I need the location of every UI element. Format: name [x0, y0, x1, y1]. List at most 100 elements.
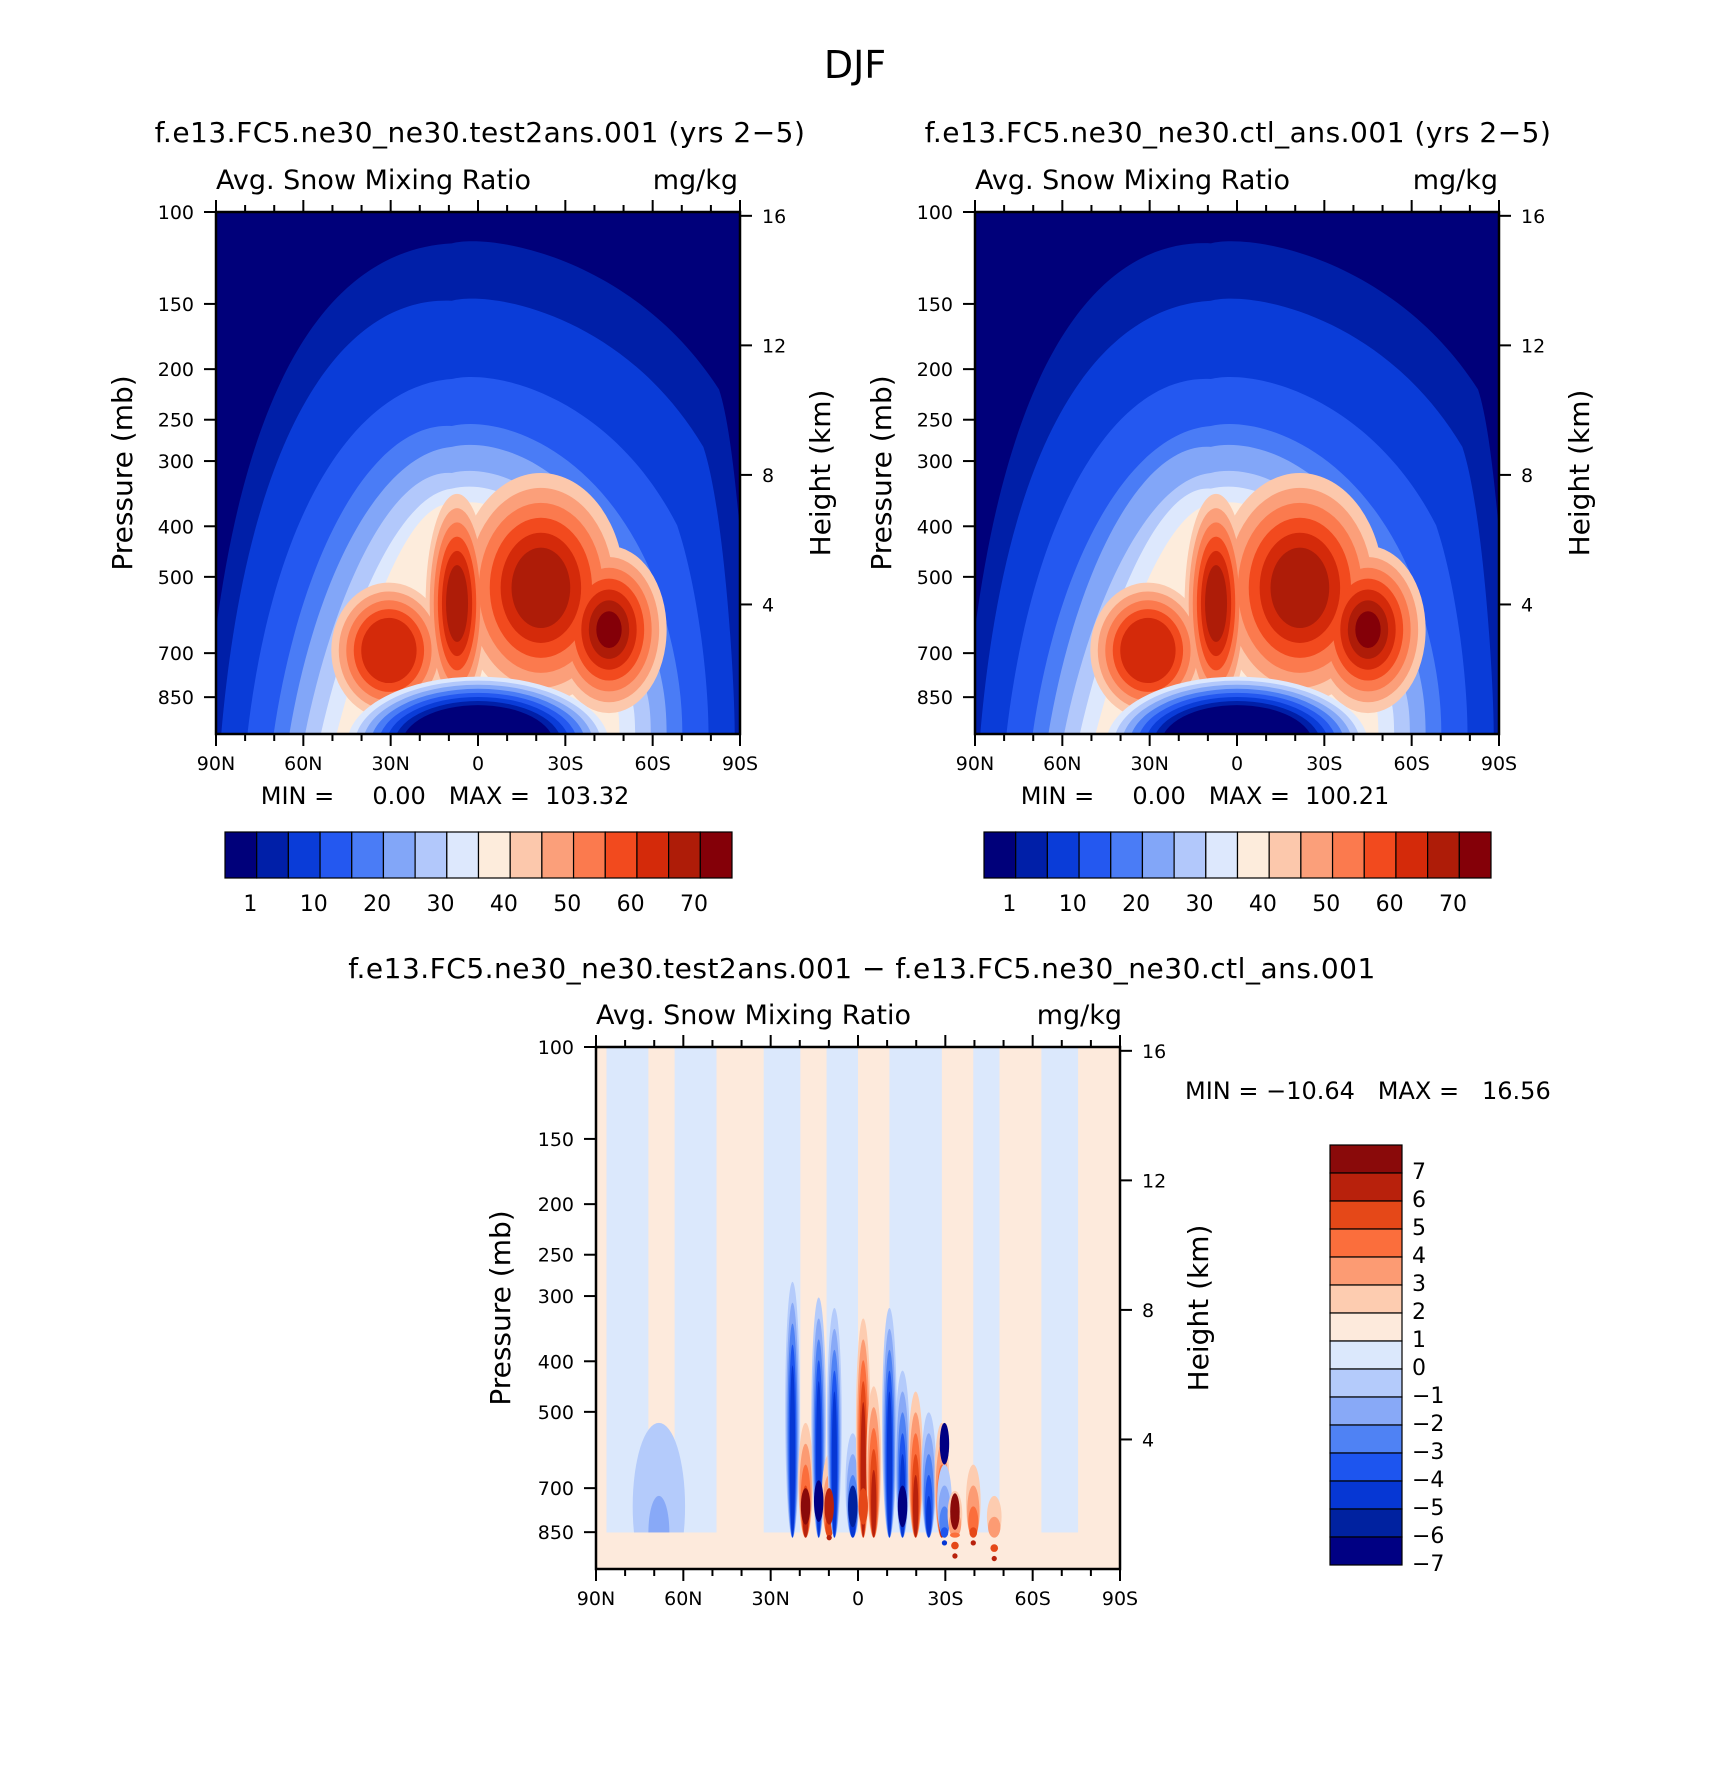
colorbar-swatch [1329, 1368, 1403, 1398]
y-tick-label: 400 [538, 1351, 574, 1373]
y-tick-label: 250 [917, 410, 953, 432]
colorbar-swatch [1046, 831, 1080, 879]
colorbar-swatch [1300, 831, 1334, 879]
y-axis-label: Pressure (mb) [865, 375, 898, 570]
colorbar-swatch [1329, 1424, 1403, 1454]
colorbar-tick-label: 40 [490, 892, 518, 917]
colorbar-swatch [1078, 831, 1112, 879]
colorbar-tick-label: 5 [1412, 1216, 1426, 1241]
panel-control: f.e13.FC5.ne30_ne30.ctl_ans.001 (yrs 2−5… [865, 116, 1596, 917]
x-tick-label: 30N [1130, 753, 1168, 775]
colorbar-tick-label: −1 [1412, 1384, 1444, 1409]
figure-title: DJF [824, 43, 886, 87]
colorbar-swatch [224, 831, 258, 879]
contour-level [912, 1475, 919, 1538]
colorbar-tick-label: 70 [680, 892, 708, 917]
y-tick-label: 300 [158, 451, 194, 473]
x-tick-label: 30S [1306, 753, 1342, 775]
colorbar-swatch [1329, 1228, 1403, 1258]
colorbar-tick-label: 10 [1059, 892, 1087, 917]
colorbar-swatch [1329, 1200, 1403, 1230]
y-axis-label: Pressure (mb) [484, 1210, 517, 1405]
colorbar-tick-label: 1 [1002, 892, 1016, 917]
contour-level [951, 1541, 959, 1550]
colorbar-swatch [1329, 1172, 1403, 1202]
contour-level [926, 1495, 932, 1538]
x-tick-label: 60S [635, 753, 671, 775]
contour-level [361, 617, 417, 684]
colorbar-swatch [541, 831, 575, 879]
colorbar-swatch [1329, 1536, 1403, 1566]
contour-field [216, 212, 740, 734]
y2-tick-label: 4 [1521, 594, 1533, 616]
colorbar-tick-label: 60 [1376, 892, 1404, 917]
contour-level [596, 611, 622, 648]
x-tick-label: 90N [577, 1588, 615, 1610]
y-tick-label: 700 [917, 643, 953, 665]
colorbar-swatch [668, 831, 701, 879]
colorbar-swatch [1015, 831, 1048, 879]
y-tick-label: 150 [917, 294, 953, 316]
contour-level [446, 565, 469, 642]
contour-level [789, 1365, 796, 1538]
colorbar-swatch [477, 831, 511, 879]
contour-level [969, 1527, 978, 1538]
y-tick-label: 200 [917, 359, 953, 381]
y2-tick-label: 8 [1521, 465, 1533, 487]
y2-tick-label: 4 [1142, 1429, 1154, 1451]
x-tick-label: 30S [927, 1588, 963, 1610]
y2-tick-label: 16 [1521, 206, 1545, 228]
colorbar-swatch [1329, 1396, 1403, 1426]
contour-field [596, 1047, 1120, 1569]
variable-label: Avg. Snow Mixing Ratio [596, 1000, 911, 1031]
colorbar-tick-label: 20 [363, 892, 391, 917]
x-tick-label: 90S [1102, 1588, 1138, 1610]
units-label: mg/kg [1037, 1000, 1122, 1031]
colorbar-swatch [1363, 831, 1397, 879]
contour-level [824, 1488, 834, 1525]
y-tick-label: 500 [917, 567, 953, 589]
y-tick-label: 150 [158, 294, 194, 316]
contour-level [897, 1485, 908, 1528]
colorbar-swatch [1173, 831, 1207, 879]
y2-axis-label: Height (km) [1182, 1225, 1215, 1392]
y2-tick-label: 12 [1521, 335, 1545, 357]
colorbar-swatch [256, 831, 289, 879]
panel-difference: Avg. Snow Mixing Ratio mg/kg 90N 60N 30N 0 3… [484, 1000, 1551, 1610]
colorbar-swatch [1329, 1144, 1403, 1174]
contour-level [990, 1544, 999, 1552]
colorbar-swatch [446, 831, 480, 879]
colorbar-swatch [382, 831, 416, 879]
y-tick-label: 400 [158, 516, 194, 538]
colorbar-swatch [1329, 1256, 1403, 1286]
y2-tick-label: 8 [762, 465, 774, 487]
contour-level [1270, 547, 1330, 629]
min-max-readout: MIN = −10.64 MAX = 16.56 [1185, 1077, 1551, 1105]
y-tick-label: 200 [538, 1194, 574, 1216]
colorbar-tick-label: 30 [1185, 892, 1213, 917]
y2-tick-label: 8 [1142, 1300, 1154, 1322]
colorbar-tick-label: −4 [1412, 1468, 1444, 1493]
colorbar-swatch [1329, 1508, 1403, 1538]
colorbar-swatch [509, 831, 543, 879]
y-tick-label: 850 [538, 1522, 574, 1544]
colorbar-swatch [1458, 831, 1492, 879]
x-tick-label: 0 [852, 1588, 864, 1610]
colorbar-tick-label: 0 [1412, 1356, 1426, 1381]
units-label: mg/kg [1413, 165, 1498, 196]
colorbar-swatch [1329, 1452, 1403, 1482]
y-tick-label: 850 [917, 687, 953, 709]
colorbar-swatch [699, 831, 733, 879]
colorbar-swatch [351, 831, 385, 879]
y2-tick-label: 12 [762, 335, 786, 357]
y-tick-label: 500 [538, 1402, 574, 1424]
x-tick-label: 60N [664, 1588, 702, 1610]
colorbar-tick-label: 50 [1312, 892, 1340, 917]
colorbar-tick-label: 20 [1122, 892, 1150, 917]
x-tick-label: 90S [722, 753, 758, 775]
colorbar-tick-label: 6 [1412, 1188, 1426, 1213]
colorbar-tick-label: −3 [1412, 1440, 1444, 1465]
y-tick-label: 150 [538, 1129, 574, 1151]
y2-axis-label: Height (km) [804, 390, 837, 557]
